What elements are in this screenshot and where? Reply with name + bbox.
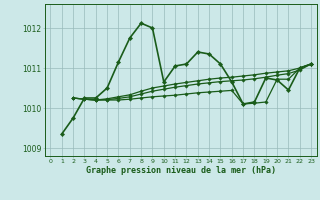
- X-axis label: Graphe pression niveau de la mer (hPa): Graphe pression niveau de la mer (hPa): [86, 166, 276, 175]
